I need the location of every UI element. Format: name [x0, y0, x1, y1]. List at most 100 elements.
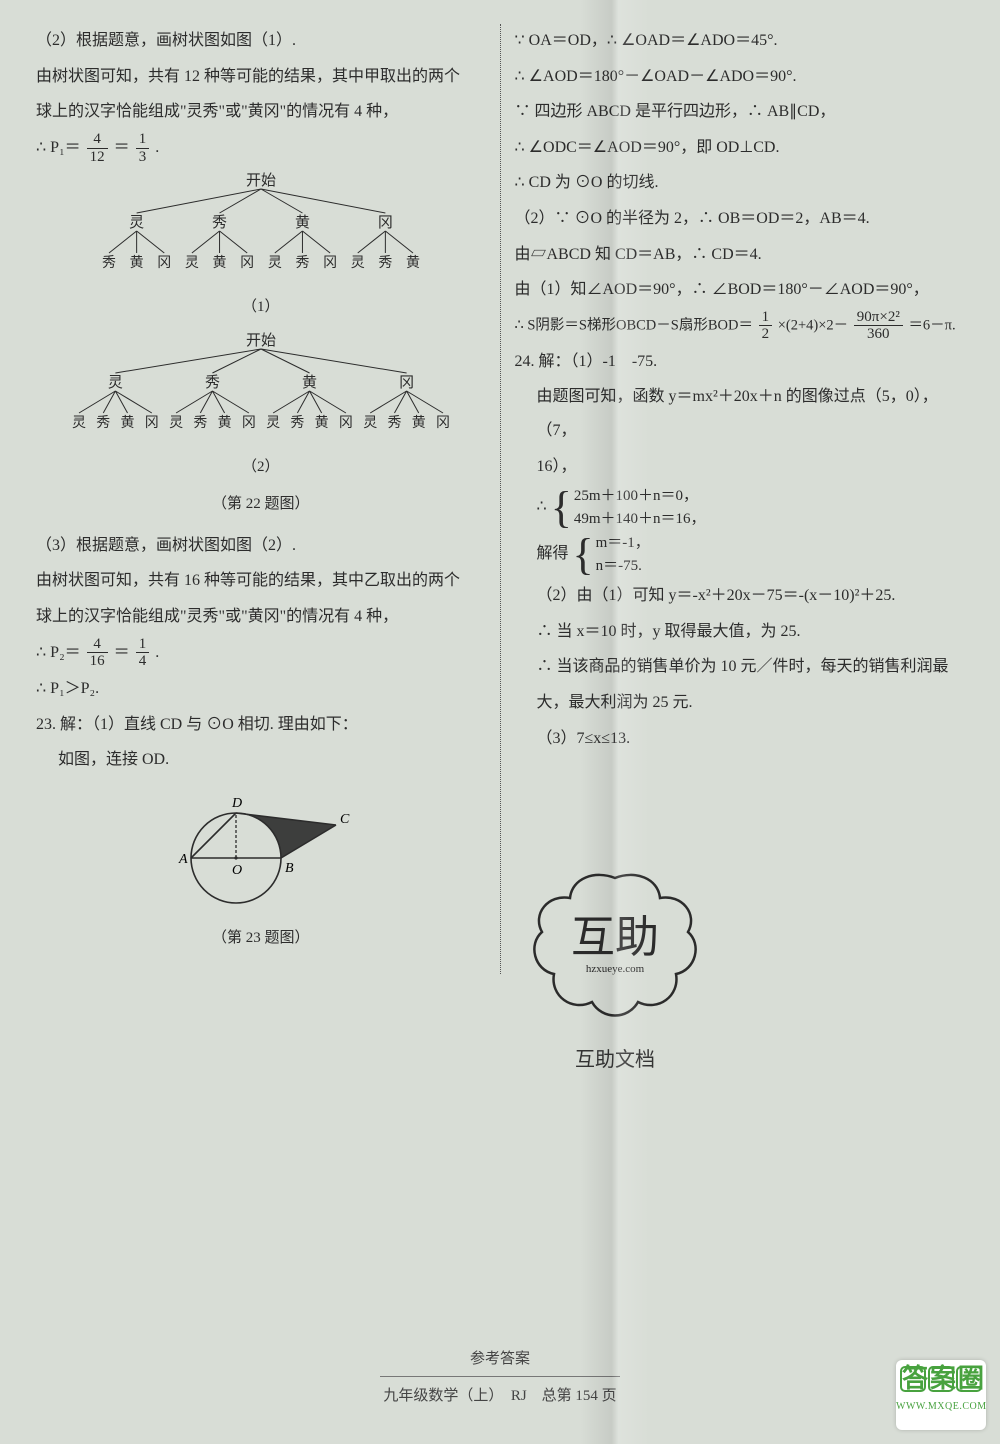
svg-text:灵: 灵	[266, 416, 280, 431]
text: ∴ ∠ODC＝∠AOD＝90°，即 OD⊥CD.	[515, 131, 965, 165]
text: ＝	[114, 644, 130, 661]
svg-text:B: B	[285, 861, 294, 876]
svg-text:黄: 黄	[406, 254, 420, 271]
svg-text:黄: 黄	[129, 254, 143, 271]
brace-system: { 25m＋100＋n＝0， 49m＋140＋n＝16，	[551, 485, 706, 530]
page-footer: 参考答案 九年级数学（上） RJ 总第 154 页	[0, 1344, 1000, 1412]
column-separator	[500, 24, 501, 974]
text: .	[155, 644, 159, 661]
text: 16），	[515, 450, 965, 484]
text: ∴ 当 x＝10 时，y 取得最大值，为 25.	[515, 615, 965, 649]
q23-head: 23. 解：（1）直线 CD 与 ⊙O 相切. 理由如下：	[36, 708, 486, 742]
svg-text:冈: 冈	[242, 415, 256, 431]
text: 由▱ABCD 知 CD＝AB，∴ CD＝4.	[515, 238, 965, 272]
caption: （1）	[36, 292, 486, 324]
footer-divider	[380, 1376, 620, 1377]
system-2: 解得 { m＝-1， n＝-75.	[515, 532, 965, 577]
tree-diagram-1: 开始灵秀黄冈秀黄冈灵黄冈灵秀冈灵秀黄 （1）	[36, 171, 486, 323]
figure-23: ABCDO （第 23 题图）	[36, 783, 486, 955]
stamp-url: hzxueye.com	[586, 963, 645, 975]
svg-text:秀: 秀	[387, 415, 401, 431]
text: 解得	[537, 545, 569, 562]
text: ∴ CD 为 ⊙O 的切线.	[515, 166, 965, 200]
den: 2	[759, 326, 773, 343]
svg-text:黄: 黄	[120, 414, 134, 431]
svg-text:秀: 秀	[205, 374, 220, 391]
svg-text:灵: 灵	[185, 256, 199, 271]
footer-sub: 九年级数学（上） RJ 总第 154 页	[0, 1381, 1000, 1413]
num: 4	[87, 131, 108, 149]
eq: 25m＋100＋n＝0，	[574, 485, 706, 508]
svg-text:秀: 秀	[102, 255, 116, 271]
svg-text:秀: 秀	[378, 255, 392, 271]
text: 由题图可知，函数 y＝mx²＋20x＋n 的图像过点（5，0），（7，	[515, 380, 965, 447]
figure-title: （第 22 题图）	[36, 489, 486, 521]
text: （2）∵ ⊙O 的半径为 2，∴ OB＝OD＝2，AB＝4.	[515, 202, 965, 236]
formula-p1: ∴ P₁＝ 412 ＝ 13 .	[36, 131, 486, 165]
svg-text:黄: 黄	[314, 414, 328, 431]
den: 3	[136, 149, 150, 166]
svg-text:黄: 黄	[295, 214, 310, 231]
fraction: 14	[136, 636, 150, 670]
num: 90π×2²	[854, 309, 903, 327]
svg-text:黄: 黄	[217, 414, 231, 431]
svg-text:冈: 冈	[378, 215, 393, 231]
tree-diagram-2: 开始灵秀黄冈灵秀黄冈灵秀黄冈灵秀黄冈灵秀黄冈 （2） （第 22 题图）	[36, 331, 486, 521]
eq: n＝-75.	[596, 555, 650, 578]
svg-text:秀: 秀	[212, 214, 227, 231]
eq: m＝-1，	[596, 532, 650, 555]
footer-title: 参考答案	[0, 1344, 1000, 1376]
fraction: 12	[759, 309, 773, 343]
svg-text:冈: 冈	[339, 415, 353, 431]
text: ∴ S阴影＝S梯形OBCD－S扇形BOD＝	[515, 317, 753, 333]
svg-text:冈: 冈	[157, 255, 171, 271]
svg-text:秀: 秀	[290, 415, 304, 431]
text: ∴ ∠AOD＝180°－∠OAD－∠ADO＝90°.	[515, 60, 965, 94]
text: 球上的汉字恰能组成"灵秀"或"黄冈"的情况有 4 种，	[36, 600, 486, 634]
svg-text:黄: 黄	[212, 254, 226, 271]
svg-text:冈: 冈	[323, 255, 337, 271]
svg-text:秀: 秀	[96, 415, 110, 431]
svg-text:冈: 冈	[240, 255, 254, 271]
text: ∴	[537, 498, 547, 515]
q24-head: 24. 解：（1）-1 -75.	[515, 345, 965, 379]
svg-text:开始: 开始	[246, 332, 276, 349]
text: 由（1）知∠AOD＝90°，∴ ∠BOD＝180°－∠AOD＝90°，	[515, 273, 965, 307]
left-column: （2）根据题意，画树状图如图（1）. 由树状图可知，共有 12 种等可能的结果，…	[36, 24, 486, 1060]
eq: 49m＋140＋n＝16，	[574, 508, 706, 531]
formula-p2: ∴ P₂＝ 416 ＝ 14 .	[36, 636, 486, 670]
stamp-label: 互助文档	[530, 1039, 700, 1081]
svg-text:灵: 灵	[108, 374, 123, 391]
text: 球上的汉字恰能组成"灵秀"或"黄冈"的情况有 4 种，	[36, 95, 486, 129]
text: ∵ OA＝OD，∴ ∠OAD＝∠ADO＝45°.	[515, 24, 965, 58]
num: 1	[136, 131, 150, 149]
num: 1	[759, 309, 773, 327]
fraction: 13	[136, 131, 150, 165]
svg-text:冈: 冈	[145, 415, 159, 431]
caption: （第 23 题图）	[36, 923, 486, 955]
text: （2）由（1）可知 y＝-x²＋20x－75＝-(x－10)²＋25.	[515, 579, 965, 613]
num: 4	[87, 636, 108, 654]
text: .	[155, 139, 159, 156]
brace-icon: {	[551, 486, 572, 530]
svg-text:A: A	[178, 852, 188, 867]
text: 大，最大利润为 25 元.	[515, 686, 965, 720]
text: ＝6－π.	[908, 317, 955, 333]
svg-text:灵: 灵	[268, 256, 282, 271]
text: （3）根据题意，画树状图如图（2）.	[36, 529, 486, 563]
caption: （2）	[36, 452, 486, 484]
fraction: 90π×2²360	[854, 309, 903, 343]
text: ∴ P₁＞P₂.	[36, 672, 486, 706]
text: 由树状图可知，共有 12 种等可能的结果，其中甲取出的两个	[36, 60, 486, 94]
text: 由树状图可知，共有 16 种等可能的结果，其中乙取出的两个	[36, 564, 486, 598]
num: 1	[136, 636, 150, 654]
text: ＝	[114, 139, 130, 156]
svg-text:O: O	[232, 863, 242, 878]
svg-text:灵: 灵	[169, 416, 183, 431]
svg-text:灵: 灵	[72, 416, 86, 431]
badge-text: 答案圈	[896, 1366, 986, 1392]
badge-url: WWW.MXQE.COM	[896, 1396, 986, 1417]
den: 4	[136, 653, 150, 670]
text: ∵ 四边形 ABCD 是平行四边形，∴ AB∥CD，	[515, 95, 965, 129]
text: （2）根据题意，画树状图如图（1）.	[36, 24, 486, 58]
